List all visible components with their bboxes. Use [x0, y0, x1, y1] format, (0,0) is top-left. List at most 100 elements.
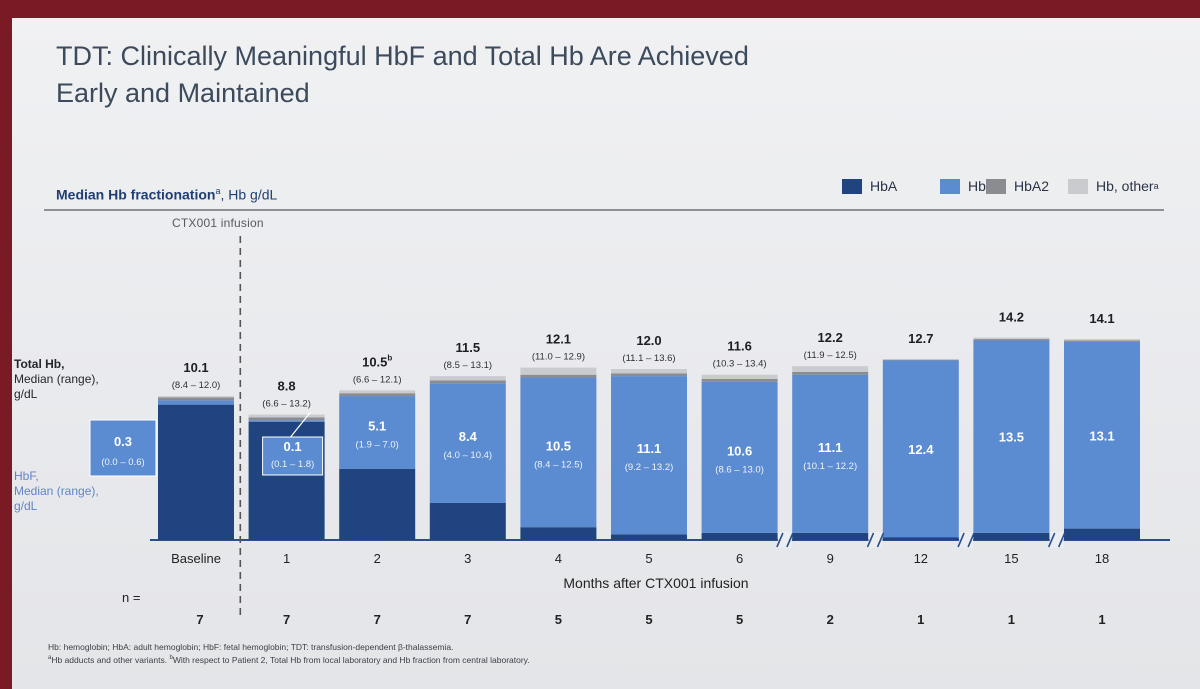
- n-value: 7: [464, 612, 471, 627]
- bar-group-month-6: 11.6 (10.3 – 13.4) 10.6 (8.6 – 13.0) 6 5: [701, 339, 778, 627]
- hbf-callout-box: [89, 419, 157, 477]
- total-hb-range: (10.3 – 13.4): [713, 359, 767, 370]
- total-hb-value: 10.5b: [362, 353, 392, 369]
- legend-sup-hb-other: a: [1153, 181, 1159, 191]
- n-value: 1: [917, 612, 924, 627]
- hbf-range: (1.9 – 7.0): [356, 439, 399, 450]
- footnote-sup-a: a: [48, 655, 52, 662]
- bar-hbf-baseline: [158, 400, 234, 405]
- bar-group-month-9: 12.2 (11.9 – 12.5) 11.1 (10.1 – 12.2) 9 2: [792, 330, 869, 627]
- bar-group-month-15: 14.2 13.5 15 1: [973, 310, 1050, 627]
- hbf-value: 8.4: [459, 429, 478, 444]
- hbf-range: (0.1 – 1.8): [271, 459, 314, 470]
- hbf-value: 13.5: [999, 430, 1024, 445]
- bar-hb-other-15: [973, 337, 1050, 340]
- n-value: 1: [1008, 612, 1015, 627]
- title-line-1: TDT: Clinically Meaningful HbF and Total…: [56, 41, 749, 71]
- bar-hba2-4: [520, 374, 597, 378]
- bar-hbf-9: [792, 374, 869, 533]
- legend-item-hb-other: Hb, other a: [1068, 178, 1159, 194]
- bar-hb-other-9: [792, 366, 869, 372]
- legend-label-hba: HbA: [870, 178, 898, 194]
- bar-hbf-5: [611, 376, 687, 535]
- legend-item-hba2: HbA2: [986, 178, 1049, 194]
- x-tick-label: 3: [464, 551, 471, 566]
- bar-hba-2: [339, 468, 416, 540]
- hbf-label-line1: HbF,: [14, 469, 39, 483]
- bar-hba2-6: [701, 378, 778, 382]
- axis-break-slash: [866, 532, 875, 548]
- bar-hba-3: [429, 502, 506, 540]
- total-hb-value: 12.7: [908, 331, 933, 346]
- total-hb-value: 11.5: [456, 340, 481, 355]
- bar-hba2-1: [248, 417, 325, 421]
- hbf-label-line3: g/dL: [14, 499, 38, 513]
- bar-hbf-2: [339, 396, 416, 469]
- legend-label-hba2: HbA2: [1014, 178, 1050, 194]
- axis-break-slash: [957, 532, 965, 548]
- infusion-label: CTX001 infusion: [172, 216, 264, 230]
- bar-hb-other-3: [429, 376, 506, 381]
- hbf-value: 11.1: [637, 441, 662, 456]
- n-value: 2: [827, 612, 834, 627]
- bar-hbf-1: [248, 420, 325, 422]
- chart-subtitle: Median Hb fractionationa, Hb g/dL: [56, 186, 277, 203]
- axis-break-mark: [957, 532, 975, 548]
- total-hb-range: (6.6 – 13.2): [262, 399, 311, 410]
- subtitle-sup: a: [215, 186, 221, 196]
- total-hb-value: 12.0: [636, 333, 661, 348]
- total-hb-range: (8.5 – 13.1): [444, 360, 493, 371]
- axis-break-slash: [786, 532, 794, 548]
- total-hb-value: 11.6: [727, 339, 752, 354]
- bar-hbf-15: [973, 340, 1050, 533]
- hbf-value: 11.1: [818, 440, 843, 455]
- total-hb-row-label: Total Hb, Median (range), g/dL: [14, 357, 99, 402]
- bar-hba-18: [1064, 528, 1140, 540]
- x-tick-label: 5: [645, 551, 652, 566]
- total-hb-label-line2: Median (range),: [14, 372, 99, 386]
- subtitle-rest: , Hb g/dL: [220, 186, 278, 203]
- bar-hba2-3: [429, 380, 506, 384]
- total-hb-range: (8.4 – 12.0): [172, 380, 221, 391]
- bar-hbf-18: [1064, 341, 1140, 529]
- n-label: n =: [122, 590, 141, 605]
- bar-hb-other-18: [1064, 339, 1140, 341]
- axis-break-slash: [1057, 532, 1066, 548]
- bar-hba-6: [701, 532, 778, 540]
- footnote-a-text: Hb adducts and other variants.: [51, 655, 170, 665]
- hbf-callout-box: [262, 436, 324, 476]
- hbf-value: 0.1: [284, 439, 302, 454]
- bar-hb-other-baseline: [158, 396, 234, 398]
- hbf-label-line2: Median (range),: [14, 484, 99, 498]
- legend-swatch-hb-other: [1068, 178, 1088, 194]
- axis-break-mark: [1047, 532, 1066, 548]
- bar-hb-other-5: [611, 369, 687, 374]
- n-value: 7: [196, 612, 203, 627]
- bar-hb-other-6: [701, 374, 778, 379]
- hbf-callout-pointer: [290, 411, 312, 438]
- hbf-value: 0.3: [114, 434, 132, 449]
- hbf-row-label: HbF, Median (range), g/dL: [14, 469, 99, 514]
- bar-group-month-12: 12.7 12.4 12 1: [882, 331, 959, 627]
- bar-hb-other-2: [339, 390, 416, 394]
- axis-break-slash: [1047, 532, 1056, 548]
- bar-group-baseline: 10.1 (8.4 – 12.0) 0.3 (0.0 – 0.6) Baseline 7: [89, 360, 234, 627]
- x-tick-label: 18: [1095, 551, 1109, 566]
- footnote-sup-b: b: [169, 655, 173, 662]
- total-hb-value: 10.1: [183, 360, 208, 375]
- bar-hba-4: [520, 527, 597, 540]
- hbf-range: (0.0 – 0.6): [101, 457, 144, 468]
- hbf-range: (9.2 – 13.2): [625, 462, 674, 473]
- x-axis-title: Months after CTX001 infusion: [563, 575, 748, 591]
- hbf-range: (8.4 – 12.5): [534, 459, 583, 470]
- bar-group-month-2: 10.5b (6.6 – 12.1) 5.1 (1.9 – 7.0) 2 7: [339, 353, 416, 627]
- footnote-b-text: With respect to Patient 2, Total Hb from…: [172, 655, 530, 665]
- axis-break-slash: [967, 532, 975, 548]
- total-hb-value: 12.2: [818, 330, 843, 345]
- bar-group-month-18: 14.1 13.1 18 1: [1064, 311, 1140, 627]
- bar-hba-15: [973, 532, 1050, 540]
- n-value: 1: [1098, 612, 1105, 627]
- hbf-range: (10.1 – 12.2): [803, 461, 857, 472]
- bar-hba-12: [882, 537, 959, 540]
